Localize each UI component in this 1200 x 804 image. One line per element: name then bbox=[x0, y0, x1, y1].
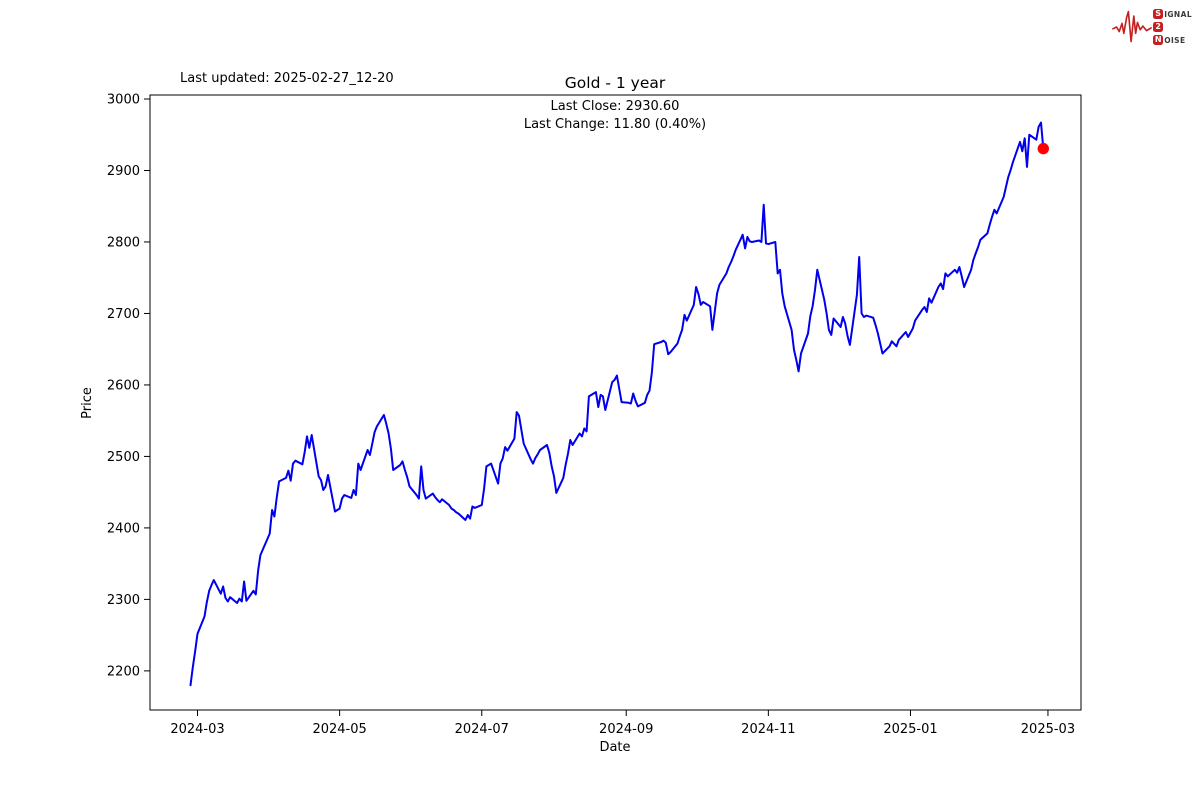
y-tick-label: 2600 bbox=[107, 378, 140, 393]
chart-title: Gold - 1 year bbox=[565, 74, 666, 92]
plot-frame bbox=[149, 94, 1082, 711]
last-close-annotation: Last Close: 2930.60 bbox=[551, 99, 680, 114]
y-tick-label: 2400 bbox=[107, 521, 140, 536]
logo-row-noise: N OISE bbox=[1153, 34, 1192, 46]
x-axis-label: Date bbox=[599, 740, 630, 755]
x-tick-label: 2025-01 bbox=[883, 722, 937, 737]
y-tick-label: 2700 bbox=[107, 307, 140, 322]
logo-rest-ignal: IGNAL bbox=[1164, 9, 1192, 19]
logo-row-2: 2 bbox=[1153, 21, 1192, 33]
y-tick-label: 2500 bbox=[107, 450, 140, 465]
x-tick-label: 2024-11 bbox=[741, 722, 795, 737]
last-change-annotation: Last Change: 11.80 (0.40%) bbox=[524, 117, 706, 132]
y-tick-label: 3000 bbox=[107, 93, 140, 108]
price-line bbox=[189, 121, 1045, 687]
x-tick-label: 2025-03 bbox=[1021, 722, 1075, 737]
y-tick-label: 2200 bbox=[107, 664, 140, 679]
axes-frame bbox=[149, 94, 1082, 711]
logo-letter-n: N bbox=[1153, 35, 1164, 45]
waveform-icon bbox=[1112, 10, 1153, 43]
logo-letter-s: S bbox=[1153, 9, 1164, 19]
logo-rest-oise: OISE bbox=[1164, 35, 1186, 45]
last-price-marker bbox=[1037, 142, 1049, 155]
y-tick-label: 2800 bbox=[107, 235, 140, 250]
x-tick-label: 2024-07 bbox=[455, 722, 509, 737]
signal2noise-logo: S IGNAL 2 N OISE bbox=[1112, 6, 1192, 48]
x-tick-label: 2024-03 bbox=[170, 722, 224, 737]
y-tick-label: 2900 bbox=[107, 164, 140, 179]
last-updated-text: Last updated: 2025-02-27_12-20 bbox=[180, 71, 394, 86]
x-tick-label: 2024-09 bbox=[599, 722, 653, 737]
y-tick-label: 2300 bbox=[107, 593, 140, 608]
logo-letter-2: 2 bbox=[1153, 22, 1164, 32]
price-series bbox=[189, 121, 1049, 687]
logo-row-signal: S IGNAL bbox=[1153, 8, 1192, 20]
logo-text: S IGNAL 2 N OISE bbox=[1153, 8, 1192, 46]
y-axis-label: Price bbox=[80, 387, 95, 419]
axis-ticks: 2200 2300 2400 2500 2600 2700 2800 2900 3000 2024… bbox=[107, 93, 1075, 738]
x-tick-label: 2024-05 bbox=[312, 722, 366, 737]
